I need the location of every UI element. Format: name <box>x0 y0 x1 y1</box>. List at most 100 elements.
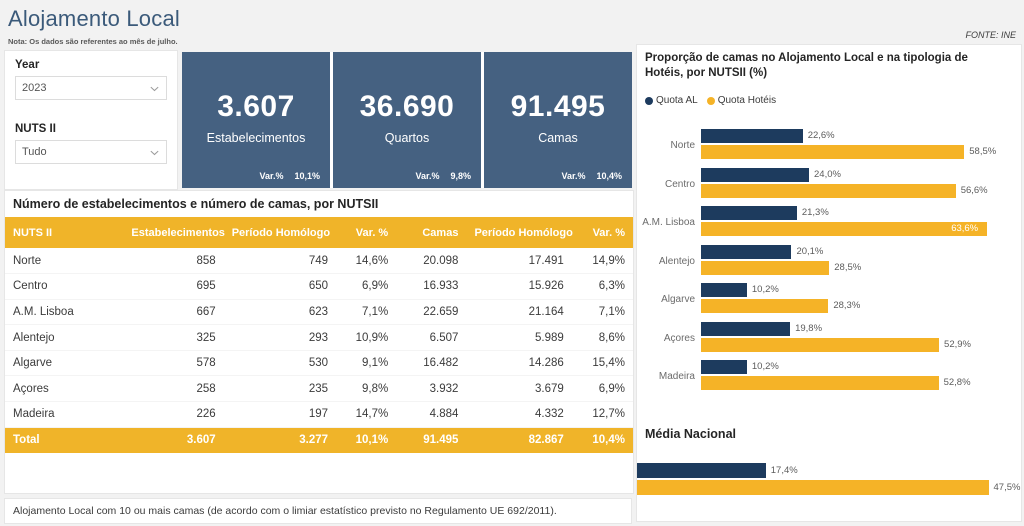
kpi-var-value: 10,4% <box>596 171 622 181</box>
table-cell: 3.607 <box>123 427 224 453</box>
kpi-value: 3.607 <box>217 90 295 123</box>
table-col-header[interactable]: Período Homólogo <box>223 217 337 248</box>
table-cell: 8,6% <box>571 324 633 351</box>
kpi-var-label: Var.% <box>259 171 284 181</box>
media-nacional-title: Média Nacional <box>645 427 736 441</box>
table-cell: Algarve <box>5 350 124 377</box>
table-cell: 20.098 <box>396 248 467 275</box>
table-cell: 15,4% <box>571 350 633 377</box>
source-label: FONTE: INE <box>965 30 1016 40</box>
table-col-header[interactable]: Camas <box>396 217 467 248</box>
chart-bar-quota-al[interactable] <box>701 206 797 220</box>
table-cell: 22.659 <box>396 299 467 326</box>
table-row[interactable]: Norte 858 749 14,6% 20.098 17.491 14,9% <box>5 248 633 275</box>
table-body: Norte 858 749 14,6% 20.098 17.491 14,9% Centro 6… <box>5 248 633 453</box>
table-cell: 6,3% <box>571 273 633 300</box>
kpi-var-label: Var.% <box>415 171 440 181</box>
chart-bar-quota-al[interactable] <box>701 244 792 259</box>
table-title: Número de estabelecimentos e número de c… <box>13 197 379 211</box>
table-row[interactable]: Madeira 226 197 14,7% 4.884 4.332 12,7% <box>5 401 633 428</box>
media-nacional-bar-chart: 17,4% 47,5% <box>637 463 1021 503</box>
chart-group: Centro 24,0% 56,6% <box>637 167 1021 202</box>
table-total-row[interactable]: Total 3.607 3.277 10,1% 91.495 82.867 10,4% <box>5 427 633 453</box>
table-cell: 14,9% <box>571 248 633 275</box>
chart-group: Alentejo 20,1% 28,5% <box>637 244 1021 279</box>
slicer-nuts2-label: NUTS II <box>15 123 56 135</box>
slicer-year-dropdown[interactable]: 2023 <box>15 76 167 100</box>
chart-bar-quota-hoteis[interactable] <box>701 260 830 275</box>
table-row[interactable]: Açores 258 235 9,8% 3.932 3.679 6,9% <box>5 375 633 403</box>
legend-label: Quota AL <box>656 95 698 106</box>
chart-group: A.M. Lisboa 21,3% 63,6% <box>637 206 1021 240</box>
legend-swatch-icon <box>645 96 653 105</box>
chart-bar-quota-al[interactable] <box>701 321 791 336</box>
chart-category-label: Alentejo <box>658 255 695 267</box>
proporcao-camas-bar-chart: Norte 22,6% 58,5% Centro 24,0% 56,6% A.M. Lisb… <box>637 129 1021 417</box>
legend-item-quota-hoteis[interactable]: Quota Hotéis <box>706 95 776 106</box>
kpi-caption: Estabelecimentos <box>206 131 306 145</box>
table-col-header[interactable]: Estabelecimentos <box>123 217 225 248</box>
kpi-var-value: 10,1% <box>294 171 320 181</box>
table-col-header[interactable]: Var. % <box>336 217 397 248</box>
table-cell: 6,9% <box>336 273 397 300</box>
table-col-header[interactable]: Var. % <box>571 217 633 248</box>
table-cell: 3.679 <box>466 375 572 403</box>
kpi-card-estabelecimentos[interactable]: 3.607 Estabelecimentos Var.% 10,1% <box>182 52 330 188</box>
table-cell: 10,9% <box>336 324 397 351</box>
media-nacional-value-label: 47,5% <box>993 482 1021 493</box>
media-nacional-bar-quota-hoteis[interactable] <box>637 480 989 495</box>
table-cell: 10,4% <box>571 427 633 453</box>
nuts2-table: NUTS II Estabelecimentos Período Homólogo V… <box>5 217 633 453</box>
table-cell: Açores <box>5 375 124 403</box>
table-cell: 325 <box>123 324 224 351</box>
table-row[interactable]: A.M. Lisboa 667 623 7,1% 22.659 21.164 7,1% <box>5 299 633 326</box>
chart-bar-quota-al[interactable] <box>701 360 747 374</box>
chart-category-label: Algarve <box>661 294 695 305</box>
kpi-var-label: Var.% <box>561 171 586 181</box>
table-cell: 5.989 <box>466 324 572 351</box>
table-cell: 82.867 <box>466 427 572 453</box>
media-nacional-bar-quota-al[interactable] <box>637 463 766 478</box>
table-row[interactable]: Centro 695 650 6,9% 16.933 15.926 6,3% <box>5 273 633 300</box>
chart-bar-quota-al[interactable] <box>701 283 747 297</box>
kpi-caption: Quartos <box>384 131 430 145</box>
table-cell: 14,7% <box>336 401 397 428</box>
slicer-nuts2-value: Tudo <box>22 146 47 158</box>
chart-bar-quota-hoteis[interactable] <box>701 376 939 390</box>
table-row[interactable]: Alentejo 325 293 10,9% 6.507 5.989 8,6% <box>5 324 633 351</box>
chart-value-label: 20,1% <box>796 245 824 257</box>
chart-value-label: 21,3% <box>801 207 829 218</box>
slicer-year-label: Year <box>15 59 40 71</box>
chart-group: Açores 19,8% 52,9% <box>637 321 1021 356</box>
kpi-var-value: 9,8% <box>450 171 471 181</box>
kpi-variation: Var.% 10,4% <box>561 171 622 181</box>
legend-item-quota-al[interactable]: Quota AL <box>645 95 698 106</box>
table-cell: Centro <box>5 273 124 300</box>
chart-bar-quota-hoteis[interactable] <box>701 183 956 198</box>
chart-bar-quota-hoteis[interactable] <box>701 299 829 313</box>
source-value: INE <box>998 30 1016 40</box>
table-cell: 9,8% <box>336 375 397 403</box>
table-cell: 235 <box>223 375 337 403</box>
table-row[interactable]: Algarve 578 530 9,1% 16.482 14.286 15,4% <box>5 350 633 377</box>
chart-bar-quota-hoteis[interactable] <box>701 222 988 236</box>
chart-value-label: 10,2% <box>751 284 779 295</box>
table-col-header[interactable]: NUTS II <box>5 217 124 248</box>
chart-bar-quota-hoteis[interactable] <box>701 145 965 159</box>
table-col-header[interactable]: Período Homólogo <box>466 217 573 248</box>
kpi-card-quartos[interactable]: 36.690 Quartos Var.% 9,8% <box>333 52 481 188</box>
table-cell: 623 <box>223 299 337 326</box>
table-cell: Alentejo <box>5 324 124 351</box>
slicer-year-value: 2023 <box>22 82 47 94</box>
table-cell: 530 <box>223 350 337 377</box>
slicer-nuts2-dropdown[interactable]: Tudo <box>15 140 167 164</box>
chart-bar-quota-hoteis[interactable] <box>701 337 940 352</box>
chart-bar-quota-al[interactable] <box>701 129 803 143</box>
table-cell: 16.933 <box>396 273 467 300</box>
chart-bar-quota-al[interactable] <box>701 167 809 182</box>
table-cell: 4.884 <box>396 401 467 428</box>
chart-category-label: Açores <box>663 332 695 344</box>
table-cell: 749 <box>223 248 337 275</box>
kpi-card-camas[interactable]: 91.495 Camas Var.% 10,4% <box>484 52 632 188</box>
